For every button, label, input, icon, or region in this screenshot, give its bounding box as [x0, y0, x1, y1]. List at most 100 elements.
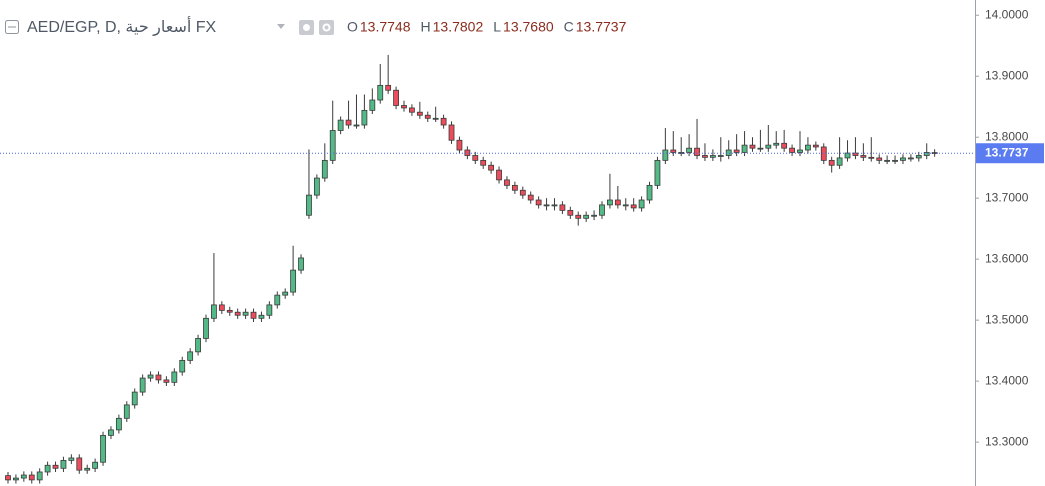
candle-body — [805, 144, 811, 151]
candle-body — [361, 109, 368, 126]
y-tick-label: 13.8000 — [985, 129, 1029, 143]
candle-body — [321, 159, 328, 179]
candle-body — [290, 269, 297, 293]
candle-body — [123, 404, 130, 419]
candle-body — [836, 157, 843, 166]
candle-body — [741, 144, 748, 153]
candle-body — [535, 199, 542, 206]
candle-body — [448, 124, 455, 141]
candle-body — [654, 159, 661, 186]
candle-body — [416, 111, 423, 116]
candle-body — [329, 130, 336, 161]
candle-body — [345, 119, 352, 126]
candle-body — [923, 152, 930, 156]
candle-body — [218, 304, 225, 311]
candle-body — [820, 146, 827, 161]
candle-body — [907, 157, 914, 160]
candle-body — [313, 177, 320, 196]
settings-icon — [322, 23, 331, 32]
candle-body — [68, 457, 75, 461]
candle-body — [812, 144, 819, 148]
candle-body — [472, 155, 479, 161]
candle-body — [876, 157, 883, 161]
candle-body — [306, 194, 312, 216]
candle-body — [781, 142, 788, 149]
candle-body — [496, 169, 502, 181]
candle-body — [931, 152, 938, 154]
price-axis: 14.0000 13.9000 13.8000 13.7000 13.6000 13.50… — [975, 7, 1044, 448]
candle-body — [551, 204, 558, 207]
y-tick-label: 13.9000 — [985, 68, 1029, 82]
candle-body — [76, 457, 83, 471]
candle-body — [409, 107, 415, 113]
candle-body — [543, 204, 550, 207]
candle-body — [511, 184, 518, 191]
settings-button[interactable] — [319, 20, 334, 35]
candle-body — [203, 317, 209, 339]
ohlc-label: L — [493, 19, 501, 35]
candle-body — [195, 338, 201, 353]
candle-body — [13, 477, 19, 481]
ohlc-legend: O 13.7748 H 13.7802 L 13.7680 C 13.7737 — [347, 19, 627, 35]
candle-body — [519, 189, 526, 196]
candle-body — [242, 311, 249, 316]
candle-body — [282, 291, 289, 296]
candle-body — [337, 119, 344, 131]
candle-body — [599, 204, 605, 216]
candle-body — [52, 464, 59, 469]
candle-body — [424, 114, 431, 119]
plot — [0, 54, 975, 484]
candle-body — [456, 139, 463, 151]
candle-body — [583, 214, 590, 219]
candle-body — [868, 156, 875, 159]
candle-body — [686, 147, 693, 153]
candle-body — [84, 467, 91, 471]
last-price-label: 13.7737 — [985, 145, 1029, 159]
candle-body — [385, 84, 392, 91]
candle-body — [662, 149, 669, 161]
candle-body — [5, 475, 11, 481]
candle-body — [211, 304, 217, 319]
candle-body — [147, 374, 154, 379]
candle-body — [575, 214, 582, 219]
candle-body — [393, 89, 399, 106]
candle-body — [432, 117, 439, 120]
ohlc-value: 13.7802 — [433, 19, 484, 35]
candle-body — [480, 159, 487, 166]
symbol-dropdown[interactable] — [277, 24, 285, 29]
candle-body — [171, 371, 178, 383]
candle-body — [100, 434, 106, 463]
ohlc-value: 13.7737 — [576, 19, 627, 35]
candle-body — [20, 474, 27, 479]
candle-body — [258, 314, 265, 319]
candle-body — [749, 144, 756, 149]
candle-body — [155, 374, 162, 381]
candle-body — [567, 209, 574, 216]
candle-body — [250, 311, 257, 319]
candle-body — [765, 144, 772, 149]
candle-body — [789, 147, 795, 153]
chart-title: AED/EGP, D, أسعار حية FX — [27, 16, 217, 37]
candle-body — [527, 194, 534, 201]
candle-body — [709, 155, 716, 158]
candle-body — [131, 391, 138, 406]
candle-body — [622, 204, 629, 207]
candle-body — [92, 461, 99, 469]
ohlc-label: O — [347, 19, 358, 35]
y-tick-label: 13.6000 — [985, 251, 1029, 265]
candle-body — [115, 417, 122, 431]
candle-body — [773, 142, 780, 146]
candle-body — [670, 149, 677, 153]
candle-body — [646, 184, 653, 201]
candle-body — [614, 199, 621, 206]
candle-body — [179, 359, 186, 373]
last-price-box — [976, 143, 1044, 164]
candle-body — [298, 257, 304, 271]
candle-body — [36, 471, 43, 481]
ohlc-label: H — [421, 19, 431, 35]
visibility-icon — [303, 24, 310, 31]
candle-body — [860, 155, 867, 158]
y-tick-label: 13.5000 — [985, 312, 1029, 326]
